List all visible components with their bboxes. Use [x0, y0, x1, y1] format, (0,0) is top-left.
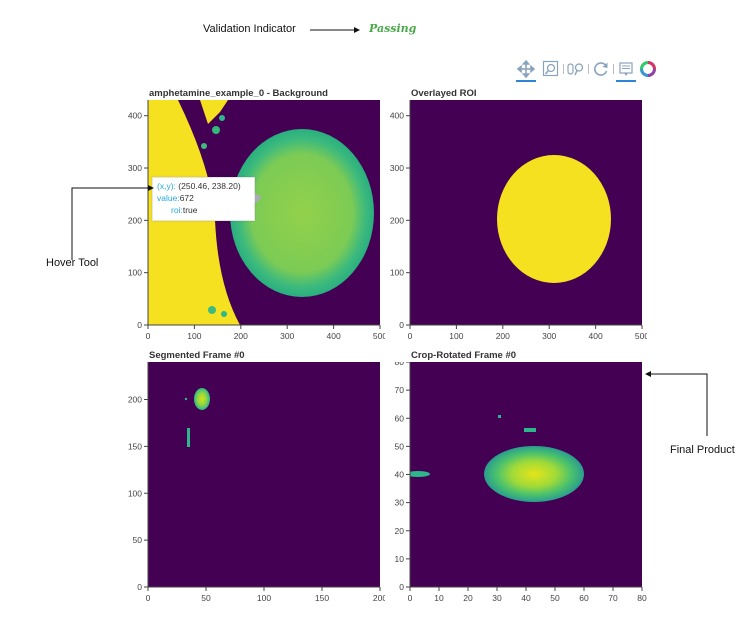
overlay-y-tick-label: 400	[390, 111, 404, 121]
overlay-y-tick-label: 200	[390, 215, 404, 225]
crop-y-tick-label: 70	[395, 385, 405, 395]
segmented-x-tick-label: 0	[146, 593, 151, 603]
overlay-x-tick-label: 300	[542, 331, 556, 341]
overlay-x-tick-label: 400	[589, 331, 603, 341]
crop-y-tick-label: 30	[395, 498, 405, 508]
crop-y-tick-label: 20	[395, 526, 405, 536]
box-zoom-icon	[542, 60, 559, 77]
background-x-tick-label: 0	[146, 331, 151, 341]
crop-x-tick-label: 70	[608, 593, 618, 603]
crop-y-tick-label: 10	[395, 554, 405, 564]
reset-tool[interactable]	[591, 60, 611, 78]
tooltip-pointer	[255, 193, 262, 203]
background-x-tick-label: 400	[327, 331, 341, 341]
background-y-tick-label: 400	[128, 111, 142, 121]
overlay-x-tick-label: 100	[449, 331, 463, 341]
background-x-tick-label: 200	[234, 331, 248, 341]
crop-y-tick-label: 80	[395, 362, 405, 367]
hover-tooltip: (x,y): (250.46, 238.20) value:672 roi:tr…	[152, 177, 255, 221]
background-y-tick-label: 300	[128, 163, 142, 173]
overlay-x-tick-label: 200	[496, 331, 510, 341]
crop-y-tick-label: 0	[399, 582, 404, 592]
hover-xy-key: (x,y)	[157, 181, 174, 191]
segmented-image	[148, 362, 380, 587]
crop-x-tick-label: 0	[408, 593, 413, 603]
validation-arrow	[310, 27, 360, 33]
segmented-x-tick-label: 100	[257, 593, 271, 603]
overlay-x-tick-label: 0	[408, 331, 413, 341]
crop-blob	[484, 446, 584, 502]
segmented-y-tick-label: 100	[128, 488, 142, 498]
overlay-y-tick-label: 100	[390, 268, 404, 278]
hover-tool-label: Hover Tool	[46, 257, 99, 269]
segmented-x-tick-label: 200	[373, 593, 385, 603]
segmented-blob	[194, 388, 210, 410]
overlay-plot-title: Overlayed ROI	[411, 88, 477, 99]
pan-tool[interactable]	[516, 59, 536, 82]
crop-y-tick-label: 50	[395, 441, 405, 451]
background-x-tick-label: 100	[187, 331, 201, 341]
crop-x-tick-label: 10	[434, 593, 444, 603]
overlay-x-tick-label: 500	[635, 331, 647, 341]
background-y-tick-label: 200	[128, 215, 142, 225]
final-product-label: Final Product	[670, 444, 735, 456]
background-y-tick-label: 100	[128, 268, 142, 278]
hover-roi-key: roi	[171, 205, 181, 215]
background-x-tick-label: 500	[373, 331, 385, 341]
cell-body	[230, 129, 374, 297]
background-plot-title: amphetamine_example_0 - Background	[149, 88, 328, 99]
hover-xy-value: (250.46, 238.20)	[178, 181, 241, 191]
segmented-y-tick-label: 200	[128, 395, 142, 405]
crop-y-tick-label: 40	[395, 470, 405, 480]
crop-x-tick-label: 40	[521, 593, 531, 603]
crop-x-tick-label: 20	[463, 593, 473, 603]
overlay-y-tick-label: 0	[399, 320, 404, 330]
crop-y-tick-label: 60	[395, 413, 405, 423]
bokeh-logo[interactable]	[638, 60, 658, 78]
reset-icon	[594, 62, 608, 76]
validation-status: Passing	[369, 22, 417, 35]
crop-plot-title: Crop-Rotated Frame #0	[411, 350, 517, 361]
final-product-arrow	[645, 371, 708, 436]
segmented-x-tick-label: 50	[201, 593, 211, 603]
segmented-plot[interactable]: 0 50 100 150 200 0 50 100 150 200	[120, 362, 385, 607]
crop-x-tick-label: 30	[492, 593, 502, 603]
wheel-zoom-icon	[567, 63, 584, 76]
wheel-zoom-tool[interactable]	[566, 60, 586, 78]
plot-toolbar	[514, 58, 656, 82]
pan-icon	[516, 59, 536, 79]
segmented-x-tick-label: 150	[315, 593, 329, 603]
background-y-tick-label: 0	[137, 320, 142, 330]
box-zoom-tool[interactable]	[541, 60, 561, 78]
segmented-plot-title: Segmented Frame #0	[149, 350, 245, 361]
bokeh-logo-icon	[640, 61, 656, 77]
roi-region	[497, 155, 611, 283]
segmented-y-tick-label: 50	[133, 535, 143, 545]
crop-x-tick-label: 60	[579, 593, 589, 603]
segmented-y-tick-label: 150	[128, 441, 142, 451]
hover-tool[interactable]	[616, 60, 636, 82]
hover-icon	[619, 62, 633, 76]
crop-plot[interactable]: 0 10 20 30 40 50 60 70 80 0 10 20 30 40 50 60 70 80	[382, 362, 647, 607]
overlay-y-tick-label: 300	[390, 163, 404, 173]
background-x-tick-label: 300	[280, 331, 294, 341]
crop-x-tick-label: 50	[550, 593, 560, 603]
hover-value-key: value	[157, 193, 178, 203]
hover-tool-arrow	[71, 185, 154, 260]
hover-roi-value: true	[182, 205, 198, 215]
overlay-plot[interactable]: 0 100 200 300 400 500 0 100 200 300 400	[382, 100, 647, 345]
hover-value-value: 672	[179, 193, 194, 203]
segmented-y-tick-label: 0	[137, 582, 142, 592]
validation-indicator-label: Validation Indicator	[203, 23, 296, 35]
crop-x-tick-label: 80	[637, 593, 647, 603]
